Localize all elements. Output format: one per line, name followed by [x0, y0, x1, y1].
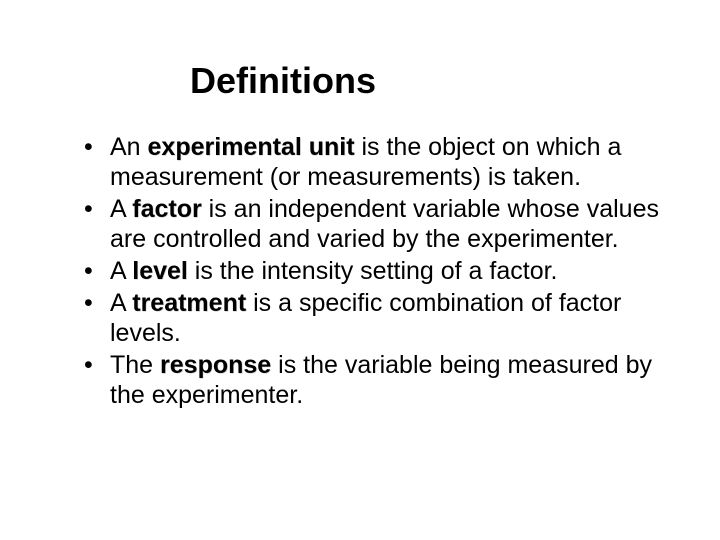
bullet-pre: A	[110, 289, 132, 317]
bullet-item: A factor is an independent variable whos…	[80, 194, 660, 254]
bullet-item: A treatment is a specific combination of…	[80, 288, 660, 348]
slide: Definitions An experimental unit is the …	[0, 0, 720, 540]
bullet-item: A level is the intensity setting of a fa…	[80, 256, 660, 286]
bullet-item: The response is the variable being measu…	[80, 350, 660, 410]
bullet-item: An experimental unit is the object on wh…	[80, 132, 660, 192]
term-response: response	[160, 351, 271, 379]
bullet-pre: A	[110, 195, 132, 223]
bullet-pre: A	[110, 257, 132, 285]
bullet-pre: An	[110, 133, 148, 161]
term-experimental-unit: experimental unit	[148, 133, 355, 161]
bullet-post: is the intensity setting of a factor.	[188, 257, 558, 285]
bullet-pre: The	[110, 351, 160, 379]
term-treatment: treatment	[132, 289, 246, 317]
slide-title: Definitions	[190, 60, 670, 102]
term-factor: factor	[132, 195, 201, 223]
term-level: level	[132, 257, 188, 285]
bullet-list: An experimental unit is the object on wh…	[50, 132, 670, 410]
